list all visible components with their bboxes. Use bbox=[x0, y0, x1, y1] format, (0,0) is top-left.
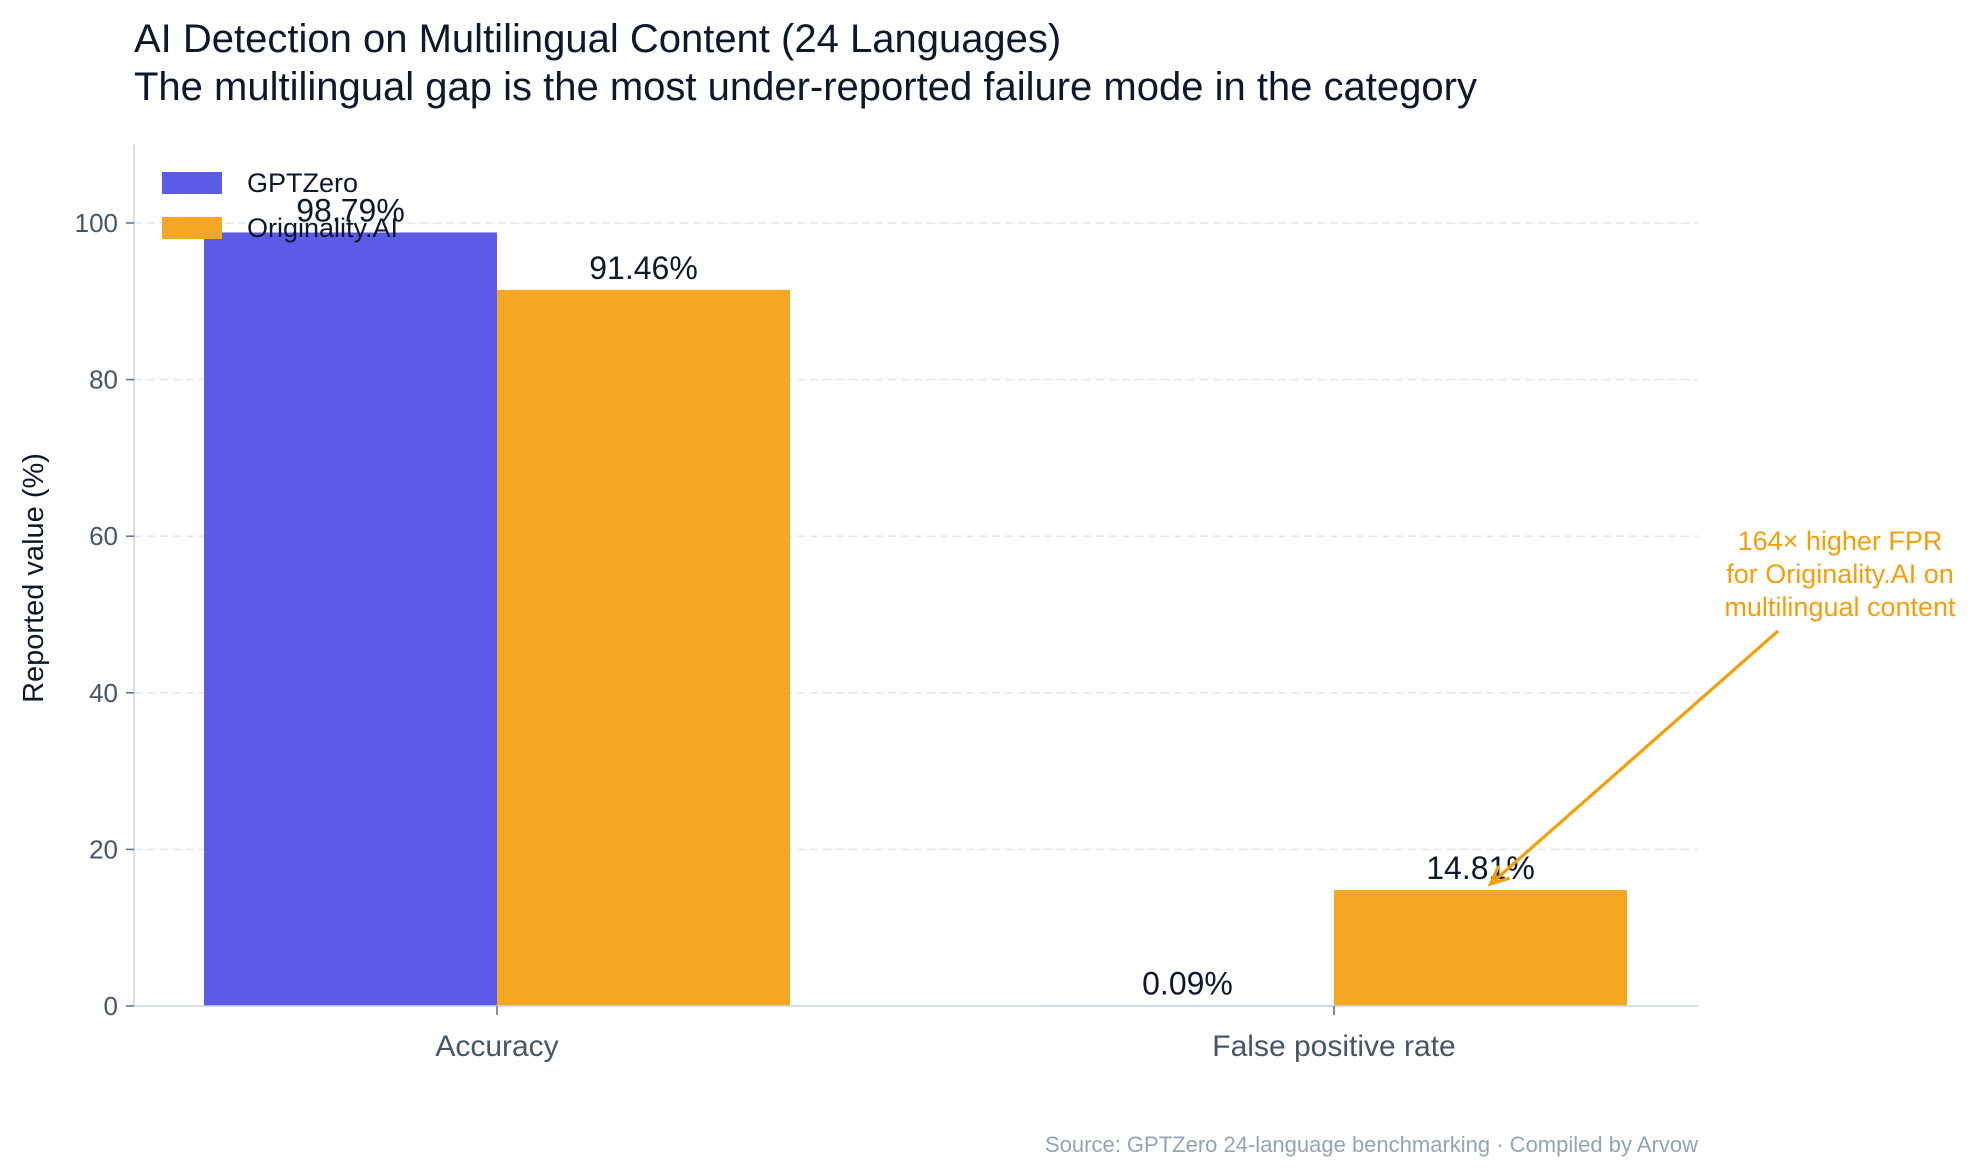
y-tick-label-40: 40 bbox=[89, 678, 118, 708]
x-tick-labels: Accuracy False positive rate bbox=[435, 1006, 1456, 1063]
y-tick-label-100: 100 bbox=[75, 208, 118, 238]
bar-originality-ai-false-positive-rate bbox=[1334, 890, 1627, 1006]
annotation-line-0: 164× higher FPR bbox=[1738, 526, 1943, 556]
value-label-gptzero-1: 0.09% bbox=[1142, 965, 1233, 1001]
y-axis-label: Reported value (%) bbox=[18, 453, 50, 703]
x-tick-label-accuracy: Accuracy bbox=[435, 1030, 558, 1063]
chart-subtitle: The multilingual gap is the most under-r… bbox=[134, 65, 1477, 109]
legend-swatch-1 bbox=[162, 217, 222, 239]
value-label-originality-ai-0: 91.46% bbox=[589, 250, 698, 286]
y-tick-label-80: 80 bbox=[89, 365, 118, 395]
annotation-line-2: multilingual content bbox=[1724, 592, 1956, 622]
legend-swatch-0 bbox=[162, 172, 222, 194]
annotation-arrow-head bbox=[1487, 865, 1511, 887]
bar-originality-ai-accuracy bbox=[497, 289, 790, 1007]
chart-title: AI Detection on Multilingual Content (24… bbox=[134, 17, 1061, 61]
y-tick-labels: 0 20 40 60 80 100 bbox=[75, 208, 134, 1021]
x-tick-label-false-positive-rate: False positive rate bbox=[1212, 1030, 1455, 1063]
bars-group bbox=[204, 232, 1627, 1007]
y-tick-label-60: 60 bbox=[89, 521, 118, 551]
bar-value-labels: 98.79% 91.46% 0.09% 14.81% bbox=[296, 192, 1535, 1001]
y-tick-label-0: 0 bbox=[104, 991, 118, 1021]
value-label-originality-ai-1: 14.81% bbox=[1426, 850, 1535, 886]
y-tick-label-20: 20 bbox=[89, 834, 118, 864]
legend-label-0: GPTZero bbox=[247, 168, 358, 198]
legend: GPTZero Originality.AI bbox=[162, 168, 398, 243]
axes-group bbox=[133, 144, 1698, 1007]
annotation-line-1: for Originality.AI on bbox=[1726, 559, 1954, 589]
source-note: Source: GPTZero 24-language benchmarking… bbox=[1045, 1132, 1698, 1157]
legend-label-1: Originality.AI bbox=[247, 213, 398, 243]
annotation-arrow-shaft bbox=[1489, 629, 1780, 886]
value-label-gptzero-0: 98.79% bbox=[296, 192, 405, 228]
bar-gptzero-accuracy bbox=[204, 232, 497, 1006]
